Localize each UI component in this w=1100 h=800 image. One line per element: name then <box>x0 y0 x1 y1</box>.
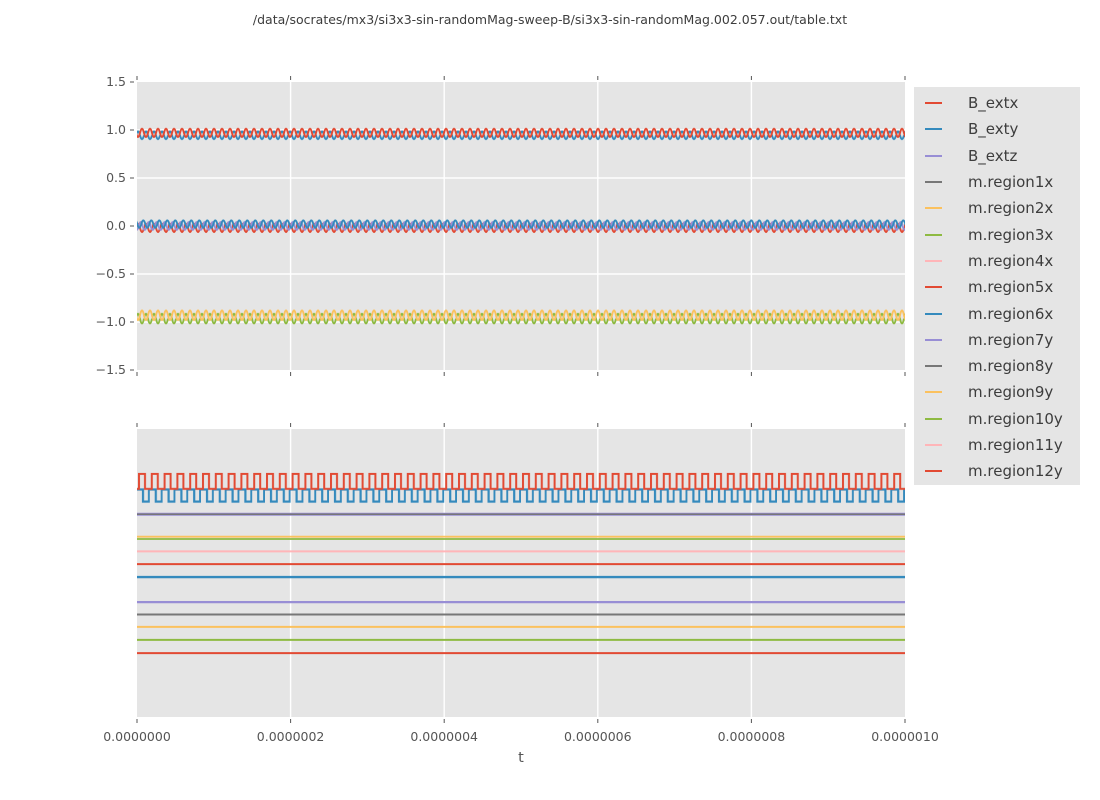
legend-label: B_extz <box>968 147 1017 165</box>
legend-line-swatch <box>925 339 942 341</box>
legend-line-swatch <box>925 102 942 104</box>
legend-line-swatch <box>925 365 942 367</box>
legend-line-swatch <box>925 418 942 420</box>
legend-line-swatch <box>925 128 942 130</box>
legend-entry: m.region10y <box>914 406 1080 432</box>
legend-entry: m.region5x <box>914 274 1080 300</box>
legend-entry: m.region9y <box>914 379 1080 405</box>
oscillating-series-band <box>137 126 905 140</box>
y-tick-label: −1.0 <box>66 314 126 329</box>
legend-entry: m.region1x <box>914 169 1080 195</box>
legend-line-swatch <box>925 286 942 288</box>
legend-entry: m.region3x <box>914 221 1080 247</box>
square-wave-series <box>137 472 905 504</box>
x-tick-label: 0.0000004 <box>384 729 504 744</box>
oscillating-series-band <box>137 217 905 230</box>
x-tick-label: 0.0000000 <box>77 729 197 744</box>
legend-label: B_exty <box>968 120 1018 138</box>
legend-label: m.region9y <box>968 383 1053 401</box>
legend-entry: m.region11y <box>914 432 1080 458</box>
legend-label: m.region2x <box>968 199 1053 217</box>
legend-entry: B_exty <box>914 116 1080 142</box>
legend-line-swatch <box>925 260 942 262</box>
y-tick-label: 0.0 <box>66 218 126 233</box>
legend-line-swatch <box>925 470 942 472</box>
x-tick-label: 0.0000002 <box>231 729 351 744</box>
x-tick-label: 0.0000010 <box>845 729 965 744</box>
legend-entry: B_extz <box>914 143 1080 169</box>
legend-line-swatch <box>925 391 942 393</box>
legend-label: B_extx <box>968 94 1018 112</box>
legend-entry: m.region12y <box>914 458 1080 484</box>
legend-line-swatch <box>925 155 942 157</box>
legend-label: m.region11y <box>968 436 1063 454</box>
legend-label: m.region5x <box>968 278 1053 296</box>
legend-line-swatch <box>925 313 942 315</box>
legend-label: m.region6x <box>968 305 1053 323</box>
legend-entry: m.region4x <box>914 248 1080 274</box>
legend-label: m.region4x <box>968 252 1053 270</box>
legend-box: B_extx B_exty B_extz m.region1x m.region2x m.… <box>914 87 1080 485</box>
y-tick-label: −0.5 <box>66 266 126 281</box>
figure-window: /data/socrates/mx3/si3x3-sin-randomMag-s… <box>0 0 1100 800</box>
legend-entry: m.region2x <box>914 195 1080 221</box>
y-tick-label: −1.5 <box>66 362 126 377</box>
legend-line-swatch <box>925 234 942 236</box>
x-tick-label: 0.0000006 <box>538 729 658 744</box>
y-tick-label: 0.5 <box>66 170 126 185</box>
legend-label: m.region7y <box>968 331 1053 349</box>
legend-entry: m.region6x <box>914 300 1080 326</box>
x-axis-label: t <box>137 750 905 766</box>
legend-label: m.region10y <box>968 410 1063 428</box>
legend-entry: m.region7y <box>914 327 1080 353</box>
legend-entry: m.region8y <box>914 353 1080 379</box>
legend-line-swatch <box>925 207 942 209</box>
x-tick-label: 0.0000008 <box>691 729 811 744</box>
oscillating-series-band <box>137 307 905 323</box>
legend-entry: B_extx <box>914 90 1080 116</box>
legend-line-swatch <box>925 181 942 183</box>
y-tick-label: 1.5 <box>66 74 126 89</box>
legend-label: m.region8y <box>968 357 1053 375</box>
legend-line-swatch <box>925 444 942 446</box>
legend-label: m.region1x <box>968 173 1053 191</box>
legend-label: m.region12y <box>968 462 1063 480</box>
y-tick-label: 1.0 <box>66 122 126 137</box>
legend-label: m.region3x <box>968 226 1053 244</box>
